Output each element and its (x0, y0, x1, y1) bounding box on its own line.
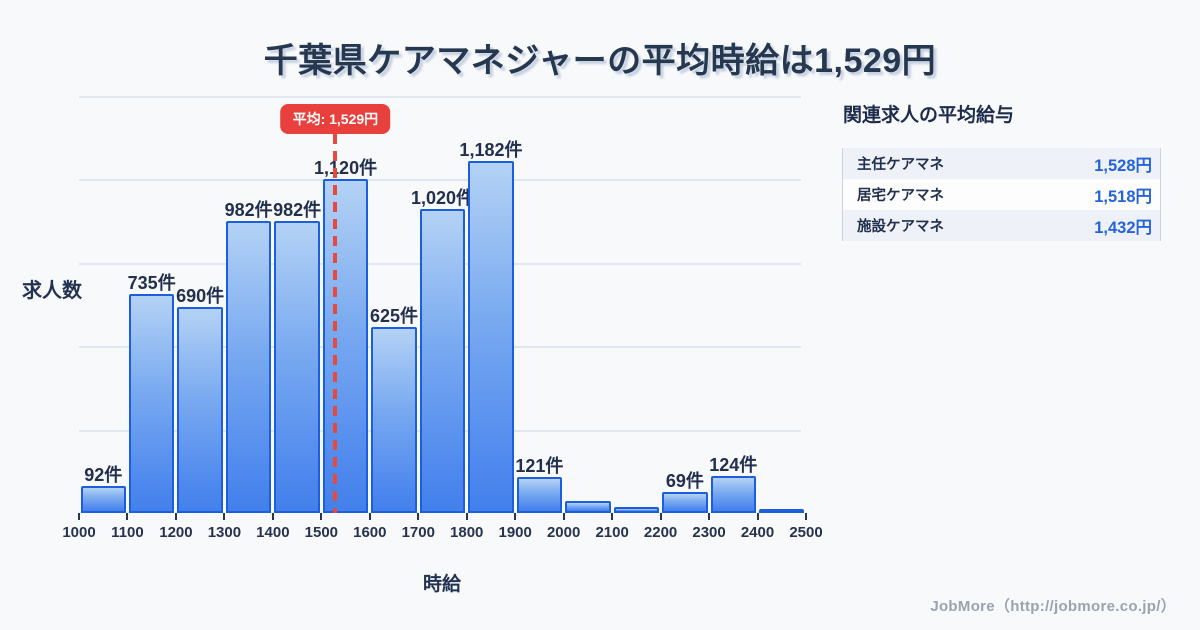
x-tick-label: 1400 (256, 524, 290, 541)
x-tick-mark (271, 513, 274, 520)
bar-value-label: 1,020件 (410, 188, 475, 209)
x-tick-mark (78, 513, 80, 520)
x-tick-label: 2100 (595, 524, 629, 541)
x-tick-label: 1800 (450, 524, 484, 541)
x-tick-mark (659, 513, 662, 520)
bar-value-label: 124件 (709, 455, 758, 476)
x-tick-mark (708, 513, 711, 520)
x-tick-mark (320, 513, 323, 520)
side-panel-heading: 関連求人の平均給与 (843, 105, 1015, 126)
histogram-bar (662, 492, 708, 513)
bar-value-label: 690件 (176, 286, 225, 307)
x-tick-mark (562, 513, 565, 520)
salary-row: 居宅ケアマネ 1,518円 (843, 179, 1160, 210)
histogram-bar (322, 179, 369, 513)
histogram-bar (759, 508, 805, 513)
x-tick-label: 2500 (789, 524, 823, 541)
mean-value-badge: 平均: 1,529円 (280, 104, 391, 134)
salary-row: 施設ケアマネ 1,432円 (843, 210, 1160, 241)
bar-value-label: 69件 (665, 471, 704, 492)
bar-value-label: 982件 (224, 199, 273, 220)
x-tick-label: 1900 (498, 524, 532, 541)
x-tick-label: 1100 (111, 524, 144, 541)
histogram-bar (128, 294, 175, 513)
histogram-bar (225, 220, 272, 513)
x-tick-label: 1200 (159, 524, 193, 541)
x-tick-mark (805, 513, 807, 520)
gridline (79, 96, 801, 98)
histogram-bar (177, 307, 223, 513)
x-tick-label: 1500 (304, 524, 339, 541)
x-tick-label: 2200 (643, 524, 678, 541)
salary-row-value: 1,518円 (1094, 187, 1152, 206)
bar-value-label: 982件 (273, 199, 322, 220)
histogram-bar (710, 476, 757, 513)
x-tick-mark (611, 513, 614, 520)
bar-value-label: 92件 (84, 464, 123, 485)
histogram-bar (371, 326, 417, 513)
salary-row-label: 主任ケアマネ (857, 157, 944, 173)
footer-credit: JobMore（http://jobmore.co.jp/） (930, 598, 1176, 615)
bar-value-label: 735件 (127, 273, 176, 294)
gridline (79, 179, 801, 182)
histogram-bar (80, 485, 126, 513)
x-axis-label: 時給 (422, 574, 461, 595)
related-salary-table: 主任ケアマネ 1,528円居宅ケアマネ 1,518円施設ケアマネ 1,432円 (842, 148, 1161, 241)
histogram-bar (468, 160, 514, 513)
x-tick-mark (514, 513, 517, 520)
x-tick-label: 1000 (62, 524, 96, 541)
histogram-bar (565, 501, 611, 513)
x-tick-mark (756, 513, 759, 520)
bar-value-label: 1,182件 (459, 139, 523, 160)
bar-value-label: 625件 (370, 305, 419, 326)
x-tick-label: 1300 (207, 524, 242, 541)
y-axis-label: 求人数 (22, 280, 82, 302)
x-tick-mark (126, 513, 129, 520)
salary-row-value: 1,528円 (1094, 156, 1152, 175)
x-tick-label: 2000 (546, 524, 581, 541)
x-tick-mark (223, 513, 226, 520)
x-tick-mark (417, 513, 420, 520)
histogram-bar (516, 476, 563, 513)
salary-row: 主任ケアマネ 1,528円 (843, 148, 1160, 179)
histogram-bar (274, 220, 320, 513)
x-tick-label: 2300 (692, 524, 726, 541)
histogram-bar (419, 209, 466, 513)
histogram-bar (613, 507, 660, 513)
mean-dashed-line (333, 134, 338, 513)
x-tick-mark (465, 513, 468, 520)
page-title: 千葉県ケアマネジャーの平均時給は1,529円 (263, 42, 937, 80)
x-tick-mark (174, 513, 177, 520)
x-tick-mark (368, 513, 371, 520)
x-tick-label: 1700 (401, 524, 435, 541)
x-tick-label: 1600 (353, 524, 387, 541)
salary-row-label: 居宅ケアマネ (857, 188, 944, 204)
bar-value-label: 1,120件 (314, 158, 378, 179)
salary-row-value: 1,432円 (1094, 218, 1152, 237)
x-tick-label: 2400 (740, 524, 775, 541)
bar-value-label: 121件 (515, 455, 564, 476)
salary-row-label: 施設ケアマネ (857, 219, 944, 235)
